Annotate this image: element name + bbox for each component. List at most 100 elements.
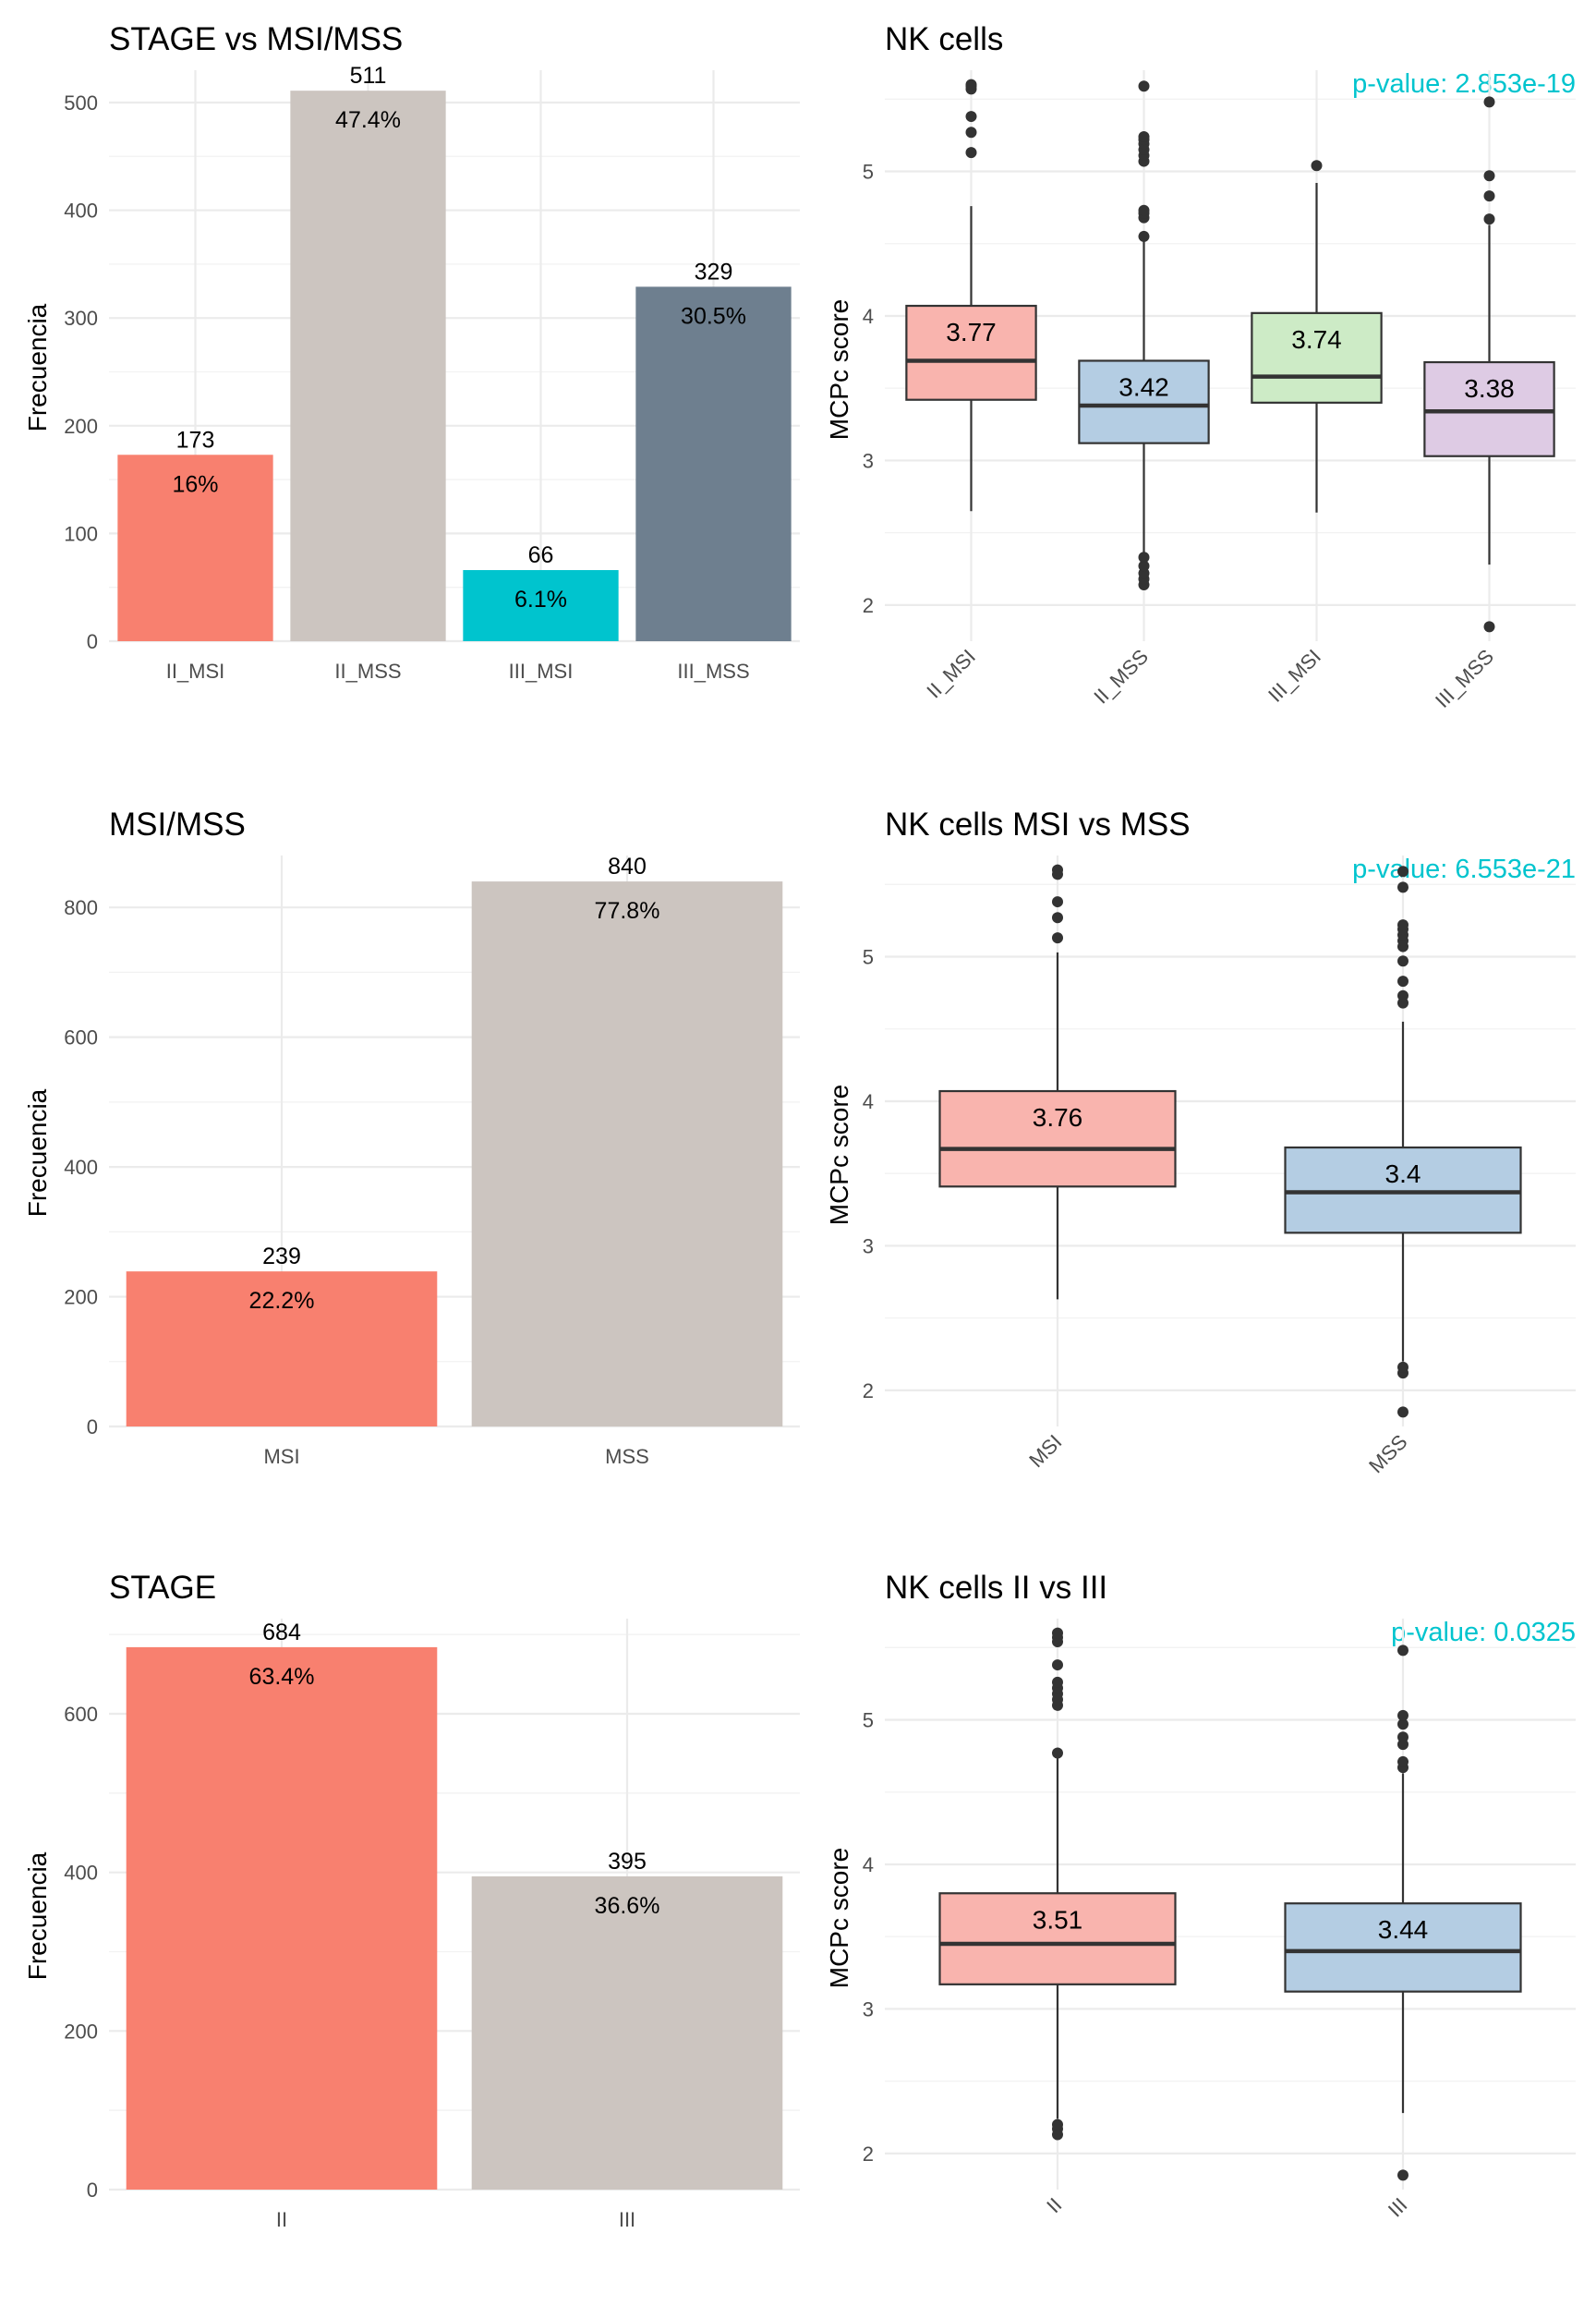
x-tick-label: III [619, 2208, 635, 2231]
panel-title: NK cells II vs III [885, 1570, 1107, 1606]
y-tick-label: 400 [64, 1862, 98, 1885]
outlier-point [1397, 1709, 1409, 1721]
bar [463, 570, 619, 641]
y-tick-label: 2 [863, 1379, 874, 1402]
y-tick-label: 400 [64, 1156, 98, 1179]
outlier-point [1052, 1659, 1063, 1671]
box-plot: 2 3 4 5 3.76 3.4 MSI MSS [863, 856, 1576, 1477]
outlier-point [1483, 96, 1495, 108]
bar-count-label: 511 [350, 63, 387, 89]
outlier-point [1138, 80, 1150, 92]
bar-plot: 0 200 400 600 800 239 22.2% 840 77.8% MSI MSS [64, 854, 800, 1468]
y-tick-label: 4 [863, 305, 874, 328]
y-tick-label: 300 [64, 307, 98, 330]
outlier-point [1397, 1645, 1409, 1657]
panel-title: NK cells MSI vs MSS [885, 807, 1191, 843]
outlier-point [1397, 1361, 1409, 1373]
outlier-point [1138, 552, 1150, 564]
y-axis-title: Frecuencia [23, 303, 52, 431]
y-axis-title: Frecuencia [23, 1851, 52, 1980]
box-mean-label: 3.44 [1378, 1915, 1429, 1944]
x-tick-label: II_MSI [922, 645, 980, 703]
box-mean-label: 3.77 [946, 318, 997, 346]
x-tick-label: III_MSI [1264, 645, 1325, 707]
outlier-point [965, 79, 977, 91]
y-tick-label: 0 [87, 630, 98, 653]
x-tick-label: MSI [1024, 1430, 1066, 1472]
outlier-point [1138, 204, 1150, 216]
x-tick-label: MSS [1364, 1430, 1411, 1477]
outlier-point [1052, 864, 1063, 876]
y-tick-label: 200 [64, 1286, 98, 1309]
x-tick-label: II_MSS [334, 660, 401, 683]
box [938, 1892, 1177, 1985]
x-tick-label: III_MSI [509, 660, 574, 683]
box-mean-label: 3.42 [1118, 372, 1169, 401]
y-tick-label: 3 [863, 1234, 874, 1257]
bar-count-label: 840 [608, 854, 647, 880]
box [1284, 1146, 1522, 1234]
panel-title: STAGE [109, 1570, 216, 1606]
bar [117, 455, 273, 641]
y-tick-label: 5 [863, 161, 874, 184]
bar [126, 1646, 438, 2190]
box-mean-label: 3.38 [1464, 374, 1515, 403]
bar [635, 286, 792, 641]
outlier-point [1052, 912, 1063, 924]
bar [126, 1271, 438, 1426]
bar-plot: 0 100 200 300 400 500 173 16% 511 47.4% 66 6.1% 329 3… [64, 63, 800, 683]
box [1423, 360, 1555, 457]
y-tick-label: 100 [64, 522, 98, 545]
p-value-label: p-value: 6.553e-21 [1352, 855, 1576, 884]
outlier-point [1397, 919, 1409, 931]
x-tick-label: MSI [263, 1445, 299, 1468]
outlier-point [1397, 955, 1409, 967]
outlier-point [1311, 160, 1323, 172]
box [1284, 1902, 1522, 1993]
y-tick-label: 4 [863, 1090, 874, 1113]
outlier-point [1052, 2118, 1063, 2130]
x-tick-label: III_MSS [677, 660, 749, 683]
box-mean-label: 3.51 [1033, 1905, 1083, 1934]
y-tick-label: 600 [64, 1703, 98, 1726]
box [1251, 311, 1383, 404]
bar-percent-label: 16% [172, 471, 218, 497]
y-axis-title: MCPc score [825, 299, 853, 440]
y-tick-label: 200 [64, 2020, 98, 2043]
outlier-point [1397, 1718, 1409, 1730]
bar [471, 1875, 783, 2190]
y-axis-title: MCPc score [825, 1848, 853, 1988]
y-tick-label: 5 [863, 946, 874, 969]
box-mean-label: 3.4 [1385, 1159, 1421, 1188]
panel-title: MSI/MSS [109, 807, 246, 843]
bar-percent-label: 36.6% [595, 1893, 660, 1919]
y-tick-label: 0 [87, 1415, 98, 1438]
box [1078, 359, 1210, 444]
outlier-point [1397, 976, 1409, 988]
panel-title: STAGE vs MSI/MSS [109, 21, 403, 57]
outlier-point [1138, 130, 1150, 142]
outlier-point [1052, 932, 1063, 944]
box [938, 1089, 1177, 1188]
panel-nk-cells: NK cells MCPc score p-value: 2.853e-19 2… [825, 21, 1576, 712]
bar-count-label: 329 [695, 259, 733, 285]
box-mean-label: 3.74 [1291, 325, 1342, 354]
y-tick-label: 4 [863, 1853, 874, 1876]
box-mean-label: 3.76 [1033, 1103, 1083, 1132]
outlier-point [1397, 1755, 1409, 1767]
bar-count-label: 173 [176, 427, 215, 453]
outlier-point [965, 147, 977, 159]
y-axis-title: Frecuencia [23, 1088, 52, 1217]
y-tick-label: 3 [863, 449, 874, 472]
outlier-point [1052, 1627, 1063, 1639]
y-tick-label: 400 [64, 200, 98, 223]
panel-nk-cells-msi-vs-mss: NK cells MSI vs MSS MCPc score p-value: … [825, 807, 1576, 1477]
outlier-point [1397, 989, 1409, 1001]
bar-count-label: 239 [262, 1244, 301, 1269]
outlier-point [1397, 2169, 1409, 2181]
x-tick-label: II_MSI [166, 660, 225, 683]
panel-stage-vs-msi-mss: STAGE vs MSI/MSS Frecuencia 0 100 200 300 40… [23, 21, 800, 683]
outlier-point [1138, 560, 1150, 572]
y-tick-label: 5 [863, 1709, 874, 1732]
